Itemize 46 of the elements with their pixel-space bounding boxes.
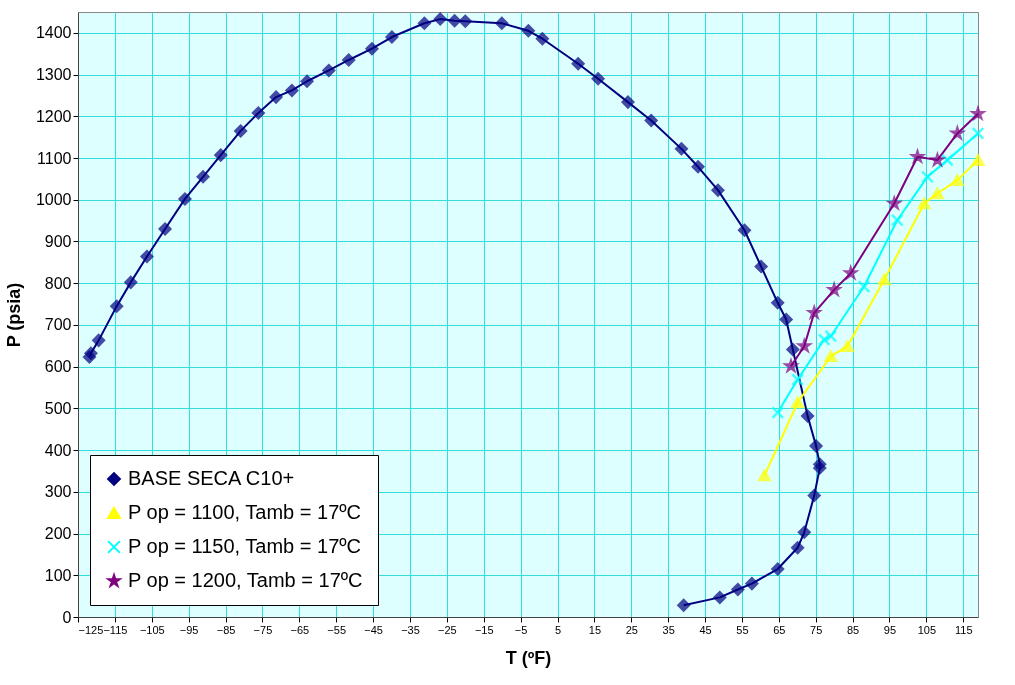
legend-label: BASE SECA C10+	[128, 467, 295, 489]
x-tick-label: −65	[290, 623, 310, 636]
y-tick-label: 900	[44, 232, 72, 250]
x-tick-label: −15	[474, 623, 494, 636]
x-axis-title: T (ºF)	[505, 647, 552, 668]
x-tick-label: 15	[588, 623, 602, 636]
x-tick-label: 35	[662, 623, 675, 636]
x-tick-label: −125	[78, 623, 104, 636]
y-tick-label: 500	[44, 399, 72, 417]
x-tick-label: −55	[327, 623, 347, 636]
x-tick-label: 45	[699, 623, 712, 636]
y-tick-label: 300	[44, 483, 72, 501]
x-tick-label: 55	[736, 623, 749, 636]
y-axis-title: P (psia)	[3, 282, 24, 348]
y-tick-label: 100	[44, 566, 72, 584]
legend-label: P op = 1150, Tamb = 17ºC	[128, 535, 362, 557]
x-tick-label: −45	[364, 623, 383, 636]
y-tick-label: 1200	[35, 107, 72, 125]
x-tick-label: 5	[554, 623, 562, 636]
x-tick-label: −115	[103, 623, 128, 636]
y-tick-label: 800	[44, 274, 72, 292]
x-tick-label: −95	[179, 623, 199, 636]
legend-label: P op = 1200, Tamb = 17ºC	[128, 569, 363, 591]
y-tick-label: 1000	[35, 191, 72, 209]
x-tick-label: 95	[883, 623, 897, 636]
x-tick-label: 75	[810, 623, 823, 636]
legend-label: P op = 1100, Tamb = 17ºC	[128, 501, 362, 523]
x-tick-label: 65	[773, 623, 786, 636]
x-tick-label: −75	[253, 623, 273, 636]
x-tick-label: −35	[401, 623, 420, 636]
y-tick-label: 600	[44, 358, 72, 376]
x-tick-label: 85	[846, 623, 860, 636]
x-tick-label: −105	[139, 623, 165, 636]
x-tick-label: −25	[438, 623, 457, 636]
y-tick-label: 200	[44, 525, 72, 543]
y-tick-label: 1300	[35, 66, 72, 84]
x-tick-label: −85	[216, 623, 236, 636]
y-tick-label: 400	[44, 441, 72, 459]
x-tick-label: 105	[917, 623, 937, 636]
y-tick-label: 1400	[35, 24, 72, 42]
x-tick-label: 115	[954, 623, 973, 636]
x-tick-label: 25	[625, 623, 638, 636]
y-tick-label: 1100	[37, 149, 72, 167]
y-tick-label: 700	[44, 316, 72, 334]
y-tick-label: 0	[62, 608, 72, 626]
x-tick-label: −5	[514, 623, 528, 636]
